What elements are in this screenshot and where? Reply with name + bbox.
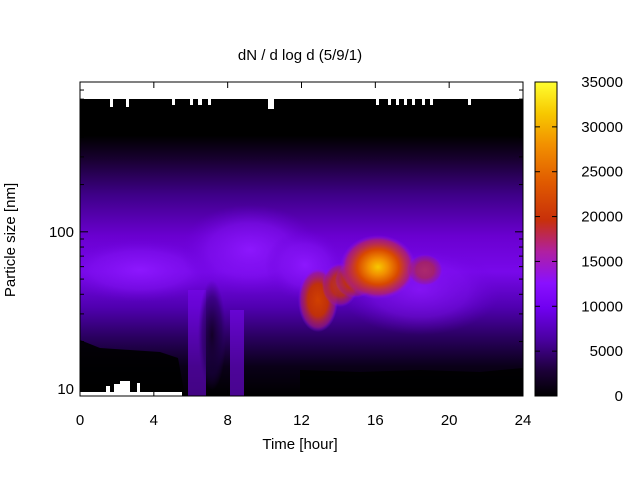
x-tick-label: 8 (223, 412, 231, 429)
colorbar (534, 81, 558, 397)
colorbar-tick-label: 30000 (581, 119, 623, 136)
colorbar-tick-label: 0 (615, 388, 623, 405)
x-axis-label: Time [hour] (262, 436, 337, 453)
x-tick-label: 0 (76, 412, 84, 429)
y-tick-label: 100 (49, 224, 74, 241)
colorbar-axis: 0 5000 10000 15000 20000 25000 30000 35000 (535, 74, 623, 405)
chart-title: dN / d log d (5/9/1) (238, 47, 362, 64)
colorbar-tick-label: 10000 (581, 298, 623, 315)
y-axis-label: Particle size [nm] (2, 183, 19, 297)
x-tick-label: 12 (293, 412, 310, 429)
x-tick-label: 24 (515, 412, 532, 429)
colorbar-tick-label: 25000 (581, 164, 623, 181)
colorbar-tick-label: 15000 (581, 253, 623, 270)
y-tick-label: 10 (57, 381, 74, 398)
colorbar-tick-label: 5000 (590, 343, 623, 360)
y-axis: 10 100 (49, 81, 523, 398)
x-axis: 0 4 8 12 16 20 24 (76, 82, 532, 429)
heatmap-area (80, 82, 523, 396)
x-tick-label: 4 (150, 412, 158, 429)
colorbar-tick-label: 20000 (581, 209, 623, 226)
x-tick-label: 16 (367, 412, 384, 429)
colorbar-tick-label: 35000 (581, 74, 623, 91)
x-tick-label: 20 (441, 412, 458, 429)
